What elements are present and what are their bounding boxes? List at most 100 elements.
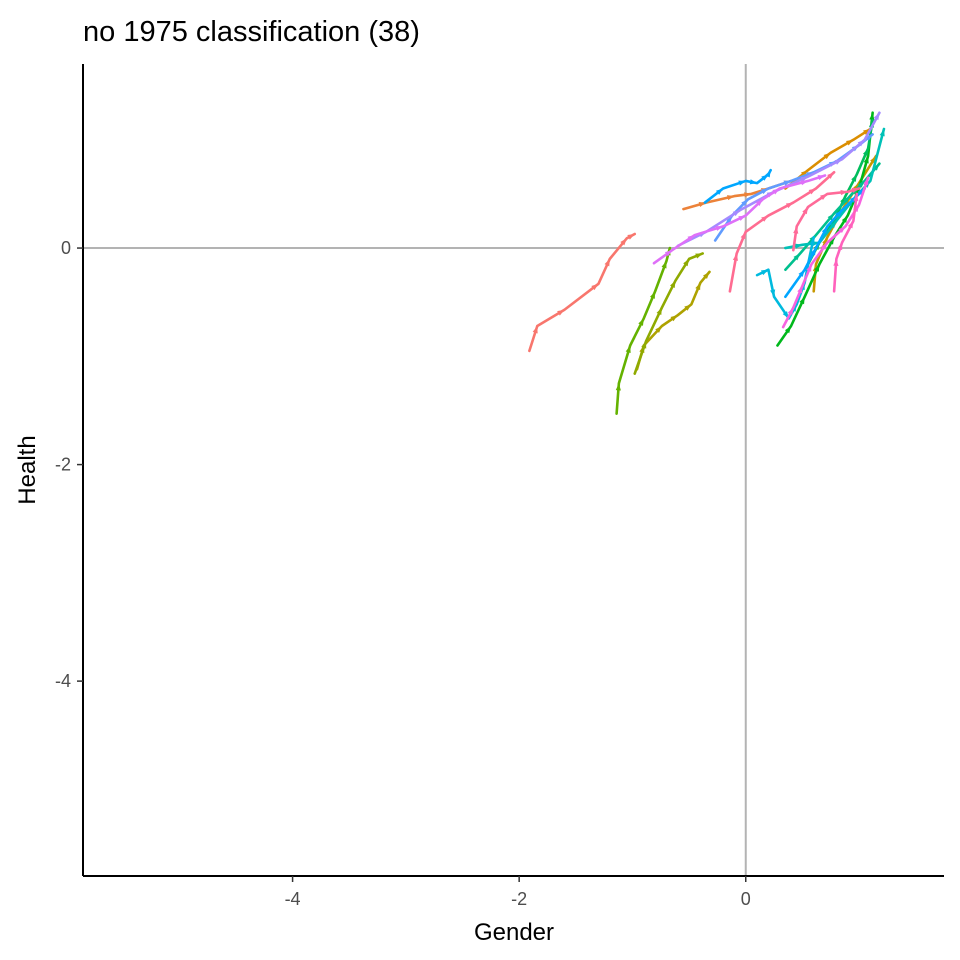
- trajectory-arrowhead: [869, 112, 875, 120]
- trajectory-arrowhead: [808, 188, 816, 195]
- trajectory-arrowhead: [683, 258, 690, 267]
- trajectory-arrowhead: [732, 253, 739, 261]
- trajectory-arrowhead: [625, 345, 631, 353]
- y-ticks: -4 -2 0: [55, 238, 83, 691]
- y-tick-label: -4: [55, 671, 71, 691]
- trajectory-arrowhead: [749, 179, 758, 185]
- x-tick-label: 0: [741, 889, 751, 909]
- trajectory-arrowhead: [615, 383, 621, 391]
- trajectory-arrowhead: [847, 220, 854, 229]
- trajectory-arrowhead: [687, 235, 695, 242]
- trajectory-arrowhead: [670, 315, 678, 322]
- y-tick-label: -2: [55, 455, 71, 475]
- trajectory-arrowhead: [670, 280, 676, 288]
- reference-lines: [83, 64, 944, 876]
- trajectory-arrowhead: [783, 180, 792, 186]
- trajectory-arrowhead: [793, 253, 801, 261]
- trajectory-arrowhead: [715, 188, 724, 195]
- trajectory-arrowhead: [761, 174, 769, 181]
- trajectory-arrowhead: [863, 177, 869, 186]
- series-trajectory: [652, 174, 827, 265]
- trajectory-arrowhead: [833, 258, 839, 267]
- trajectory-arrowhead: [835, 210, 843, 218]
- trajectory-arrowhead: [695, 282, 701, 291]
- trajectory-arrowhead: [793, 226, 799, 234]
- x-tick-label: -2: [511, 889, 527, 909]
- trajectory-arrowhead: [841, 215, 848, 223]
- trajectory-arrowhead: [800, 170, 809, 177]
- trajectory-arrowhead: [760, 269, 769, 276]
- trajectory-arrowhead: [641, 341, 647, 349]
- trajectory-arrowhead: [787, 307, 794, 316]
- trajectory-arrowhead: [806, 264, 812, 272]
- trajectory-arrowhead: [664, 250, 673, 257]
- trajectory-arrowhead: [827, 213, 835, 221]
- trajectory-arrowhead: [837, 242, 843, 251]
- trajectory-arrowhead: [638, 318, 644, 326]
- trajectory-arrowhead: [851, 174, 857, 182]
- trajectory-arrowhead: [873, 112, 880, 121]
- x-axis-title: Gender: [474, 919, 554, 946]
- trajectory-line: [528, 232, 637, 353]
- trajectory-arrowhead: [838, 226, 846, 234]
- trajectory-arrowhead: [755, 199, 763, 207]
- trajectory-arrowhead: [798, 269, 805, 277]
- trajectory-arrowhead: [656, 307, 662, 316]
- trajectory-arrowhead: [863, 156, 869, 164]
- trajectory-arrowhead: [650, 291, 656, 299]
- trajectory-arrowhead: [738, 180, 746, 186]
- trajectory-arrowhead: [727, 195, 735, 201]
- trajectory-arrowhead: [865, 134, 873, 141]
- series-layer: [528, 111, 886, 416]
- trajectory-arrowhead: [853, 193, 859, 202]
- trajectory-arrowhead: [627, 233, 635, 240]
- series-trajectory: [784, 162, 881, 272]
- series-trajectory: [633, 252, 704, 375]
- trajectory-arrowhead: [802, 206, 809, 215]
- series-trajectory: [832, 192, 859, 293]
- trajectory-arrowhead: [785, 202, 794, 209]
- trajectory-arrowhead: [843, 196, 850, 204]
- x-ticks: -4 -2 0: [285, 876, 751, 909]
- trajectory-arrowhead: [761, 215, 769, 222]
- trajectory-arrowhead: [703, 271, 710, 279]
- trajectory-arrowhead: [770, 289, 776, 297]
- trajectory-arrowhead: [821, 242, 828, 250]
- trajectory-arrowhead: [557, 309, 565, 316]
- trajectory-arrowhead: [760, 188, 769, 195]
- series-trajectory: [528, 232, 637, 353]
- trajectory-arrowhead: [661, 261, 667, 269]
- trajectory-arrowhead: [784, 326, 792, 334]
- trajectory-arrowhead: [772, 188, 780, 195]
- trajectory-arrowhead: [799, 296, 805, 305]
- trajectory-arrowhead: [620, 238, 627, 246]
- trajectory-arrowhead: [851, 187, 860, 193]
- trajectory-arrowhead: [821, 226, 828, 234]
- trajectory-arrowhead: [823, 152, 831, 160]
- trajectory-arrowhead: [765, 170, 771, 178]
- trajectory-arrowhead: [810, 248, 816, 256]
- trajectory-arrowhead: [857, 180, 865, 188]
- trajectory-arrowhead: [846, 139, 854, 146]
- trajectory-arrowhead: [814, 264, 820, 272]
- trajectory-arrowhead: [797, 285, 803, 294]
- trajectory-arrowhead: [695, 253, 703, 259]
- trajectory-arrowhead: [655, 326, 662, 333]
- trajectory-arrowhead: [715, 225, 724, 231]
- trajectory-arrowhead: [741, 199, 749, 207]
- trajectory-arrowhead: [809, 237, 815, 245]
- trajectory-arrowhead: [800, 180, 809, 186]
- trajectory-arrowhead: [820, 193, 828, 200]
- trajectory-arrowhead: [857, 139, 865, 147]
- trajectory-arrowhead: [604, 258, 610, 267]
- trajectory-arrowhead: [740, 231, 746, 240]
- trajectory-arrowhead: [738, 215, 746, 221]
- trajectory-arrowhead: [684, 304, 692, 311]
- chart-title: no 1975 classification (38): [83, 16, 420, 48]
- trajectory-arrowhead: [591, 283, 599, 291]
- trajectory-arrowhead: [840, 189, 848, 196]
- series-trajectory: [792, 187, 861, 252]
- trajectory-arrowhead: [795, 243, 803, 249]
- trajectory-arrowhead: [817, 175, 826, 181]
- series-trajectory: [728, 170, 836, 293]
